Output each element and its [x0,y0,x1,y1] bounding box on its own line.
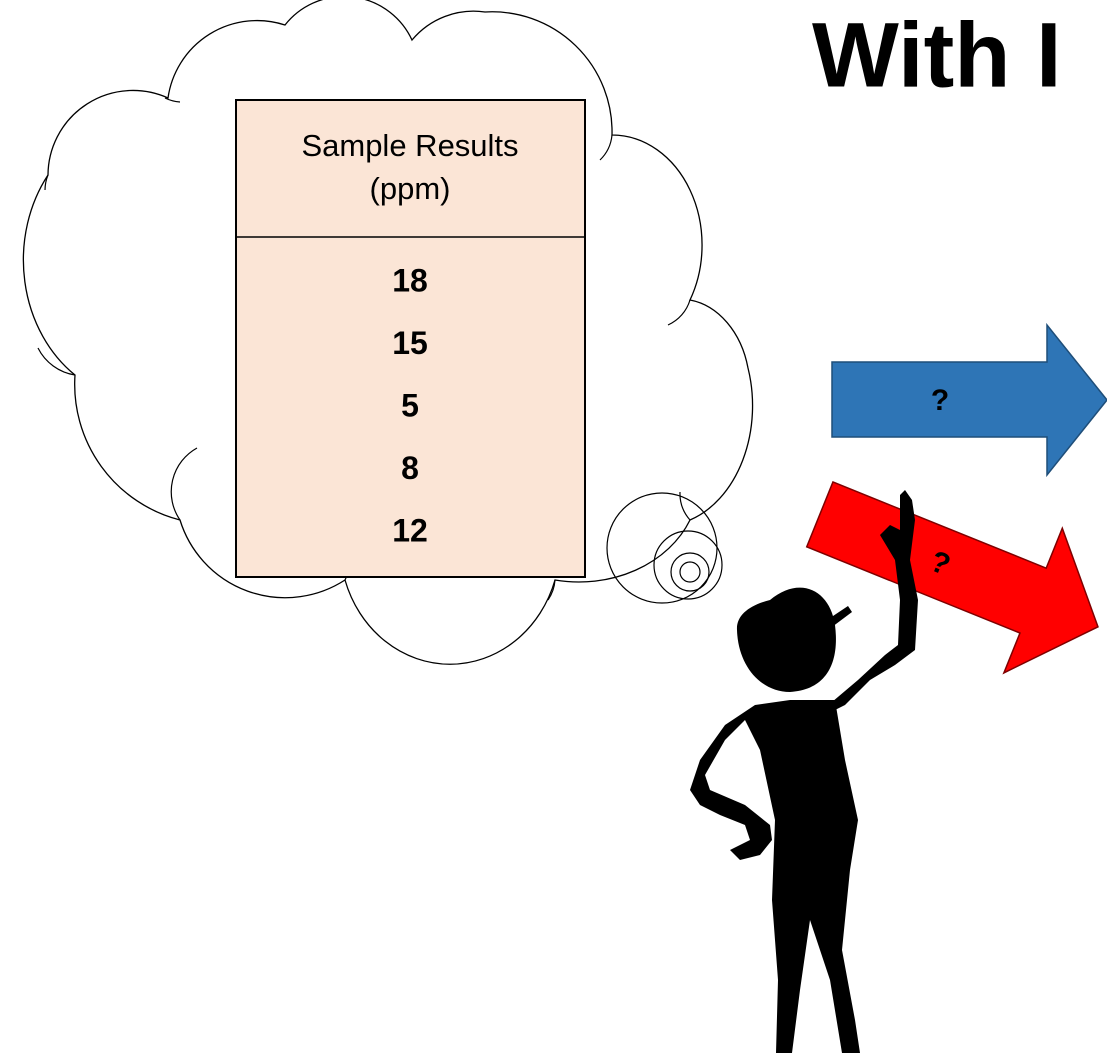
table-cell: 8 [401,450,419,486]
title: With I [812,4,1062,106]
slide: With I Sample Results (ppm) 18 15 5 8 12 ? ? [0,0,1107,1053]
red-arrow-group: ? [791,442,1107,699]
blue-arrow [832,325,1107,475]
table-cell: 18 [392,262,428,298]
thought-bubble [654,531,722,599]
table-header: Sample Results [301,128,518,163]
red-arrow [791,442,1107,699]
arrow-label: ? [931,384,949,417]
table-cell: 15 [392,325,428,361]
page: With I Sample Results (ppm) 18 15 5 8 12 ? ?… [0,0,1107,1053]
table-cell: 12 [392,512,428,548]
table-header: (ppm) [370,171,451,206]
table-cell: 5 [401,387,419,423]
thought-bubble [680,562,700,582]
thought-bubble [671,553,709,591]
